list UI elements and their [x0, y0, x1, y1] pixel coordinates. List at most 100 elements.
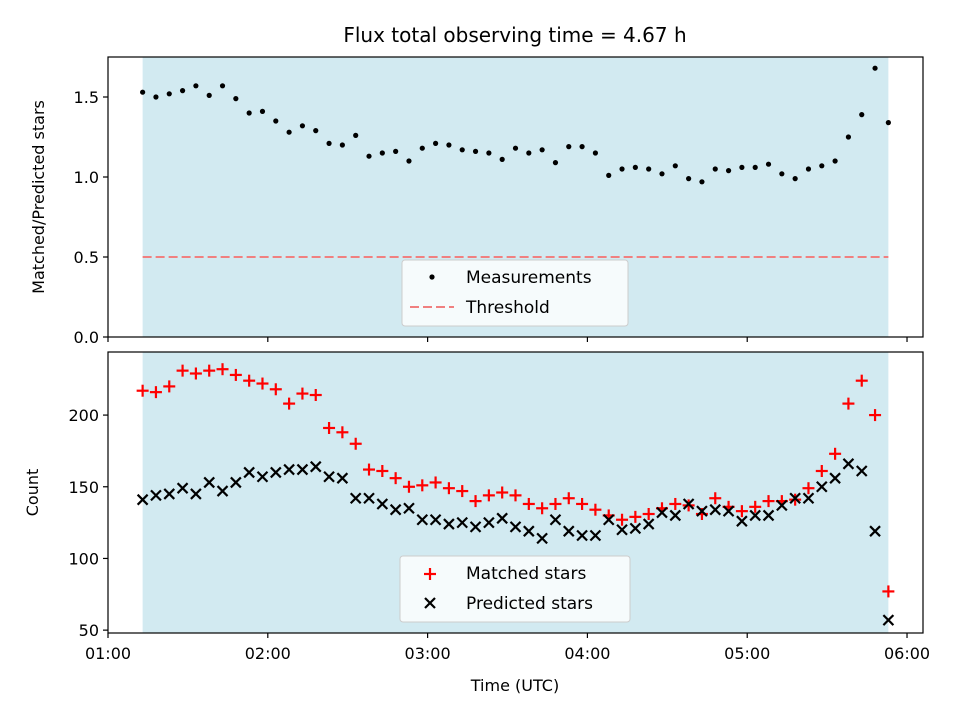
matched-star-point [855, 374, 868, 387]
measurement-point [140, 89, 146, 95]
x-tick-label: 02:00 [245, 644, 291, 663]
measurement-point [366, 153, 372, 159]
measurement-point [872, 65, 878, 71]
predicted-star-point [536, 532, 548, 545]
time-x-axis: 01:00 02:00 03:00 04:00 05:00 06:00 [85, 633, 930, 663]
ratio-x-axis-ticks [107, 337, 908, 342]
predicted-star-point [869, 525, 881, 537]
predicted-star-point [882, 614, 895, 626]
matched-star-point [363, 463, 376, 476]
matched-star-point [309, 389, 322, 402]
matched-star-point [815, 464, 828, 477]
measurement-point [659, 171, 665, 177]
measurement-point [606, 172, 612, 178]
measurement-point [845, 134, 852, 140]
measurement-point [166, 91, 172, 97]
measurement-point [579, 144, 585, 150]
predicted-star-point [443, 518, 455, 530]
measurement-point [539, 147, 545, 153]
ratio-y-axis: 0.0 0.5 1.0 1.5 [74, 88, 108, 347]
measurement-point [193, 83, 199, 89]
matched-star-point [829, 447, 842, 460]
x-tick-label: 01:00 [85, 644, 131, 663]
predicted-star-point [309, 460, 322, 473]
predicted-star-point [216, 485, 229, 497]
matched-star-point [549, 497, 562, 510]
measurement-point [299, 123, 306, 129]
matched-stars-series [136, 363, 895, 598]
measurement-point [353, 132, 359, 138]
y-tick-label: 200 [68, 406, 99, 425]
measurement-point [472, 148, 479, 154]
ratio-panel-frame [107, 56, 924, 338]
matched-star-point [429, 476, 442, 489]
predicted-star-point [816, 480, 828, 493]
measurement-point [486, 150, 492, 156]
measurements-series [140, 65, 891, 185]
legend-measurements-marker [429, 274, 435, 280]
count-y-axis: 50 100 150 200 [68, 406, 108, 640]
predicted-star-point [576, 529, 588, 542]
legend-predicted-label: Predicted stars [466, 594, 593, 614]
measurement-point [179, 88, 186, 94]
measurement-point [246, 110, 252, 116]
matched-star-point [522, 497, 535, 510]
matched-star-point [509, 489, 522, 502]
predicted-star-point [736, 515, 748, 527]
measurement-point [526, 150, 532, 156]
predicted-star-point [270, 466, 282, 479]
matched-star-point [869, 409, 882, 422]
matched-star-point [283, 397, 296, 410]
predicted-star-point [323, 470, 335, 483]
matched-star-point [456, 485, 469, 498]
x-tick-label: 05:00 [724, 644, 770, 663]
y-tick-label: 0.0 [74, 328, 99, 347]
matched-star-point [709, 492, 722, 505]
predicted-star-point [669, 509, 682, 522]
measurement-point [406, 158, 412, 164]
measurement-point [552, 160, 559, 166]
predicted-star-point [283, 463, 295, 476]
predicted-star-point [549, 513, 562, 526]
measurement-point [739, 164, 745, 170]
matched-star-point [189, 367, 202, 380]
predicted-star-point [602, 513, 615, 526]
legend-predicted-marker [424, 597, 436, 609]
measurement-point [273, 118, 279, 124]
matched-star-point [562, 492, 575, 505]
measurement-point [725, 168, 732, 174]
predicted-star-point [230, 476, 242, 489]
matched-star-point [336, 426, 349, 439]
ratio-legend: Measurements Threshold [401, 259, 629, 327]
predicted-stars-series [136, 458, 895, 626]
y-tick-label: 100 [68, 549, 99, 568]
predicted-star-point [203, 476, 215, 489]
predicted-star-point [855, 465, 868, 477]
matched-star-point [536, 502, 549, 515]
measurement-point [459, 147, 465, 153]
matched-star-point [229, 368, 242, 381]
predicted-star-point [136, 493, 149, 506]
predicted-star-point [483, 516, 495, 529]
predicted-star-point [656, 506, 668, 519]
predicted-star-point [456, 516, 469, 529]
predicted-star-point [523, 525, 535, 537]
matched-star-point [323, 421, 336, 434]
matched-star-point [376, 464, 389, 477]
measurement-point [805, 166, 812, 172]
matched-star-point [296, 387, 309, 400]
measurement-point [219, 83, 226, 89]
matched-star-point [482, 489, 495, 502]
y-tick-label: 50 [79, 621, 99, 640]
matched-star-point [469, 495, 482, 508]
predicted-star-point [389, 503, 402, 516]
measurement-point [313, 128, 319, 134]
matched-star-point [616, 513, 629, 526]
predicted-star-point [589, 529, 602, 542]
predicted-star-point [256, 470, 269, 483]
time-x-axis-label: Time (UTC) [470, 676, 559, 695]
matched-star-point [163, 380, 176, 393]
predicted-star-point [403, 502, 415, 515]
measurement-point [686, 176, 692, 182]
predicted-star-point [416, 513, 429, 526]
